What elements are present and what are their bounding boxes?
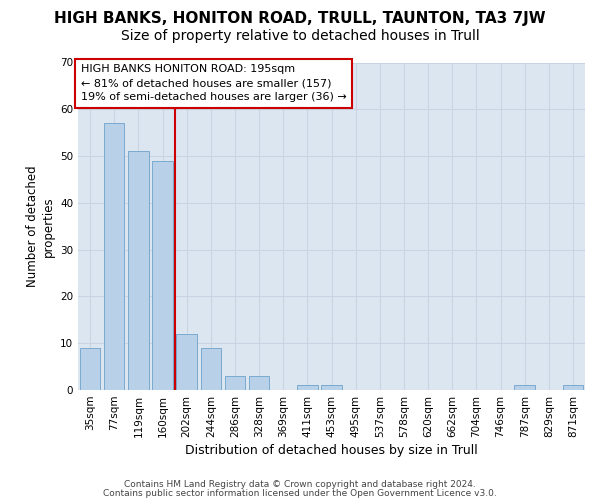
Y-axis label: Number of detached
properties: Number of detached properties (26, 166, 55, 287)
Bar (321, 386, 342, 390)
Text: HIGH BANKS, HONITON ROAD, TRULL, TAUNTON, TA3 7JW: HIGH BANKS, HONITON ROAD, TRULL, TAUNTON… (54, 11, 546, 26)
Bar (514, 386, 535, 390)
Bar (249, 376, 269, 390)
Text: Contains HM Land Registry data © Crown copyright and database right 2024.: Contains HM Land Registry data © Crown c… (124, 480, 476, 489)
X-axis label: Distribution of detached houses by size in Trull: Distribution of detached houses by size … (185, 444, 478, 457)
Bar (224, 376, 245, 390)
Bar (297, 386, 317, 390)
Text: Contains public sector information licensed under the Open Government Licence v3: Contains public sector information licen… (103, 488, 497, 498)
Bar (563, 386, 583, 390)
Bar (128, 152, 149, 390)
Text: Size of property relative to detached houses in Trull: Size of property relative to detached ho… (121, 29, 479, 43)
Bar (152, 161, 173, 390)
Bar (80, 348, 100, 390)
Bar (200, 348, 221, 390)
Text: HIGH BANKS HONITON ROAD: 195sqm
← 81% of detached houses are smaller (157)
19% o: HIGH BANKS HONITON ROAD: 195sqm ← 81% of… (80, 64, 346, 102)
Bar (176, 334, 197, 390)
Bar (104, 124, 124, 390)
